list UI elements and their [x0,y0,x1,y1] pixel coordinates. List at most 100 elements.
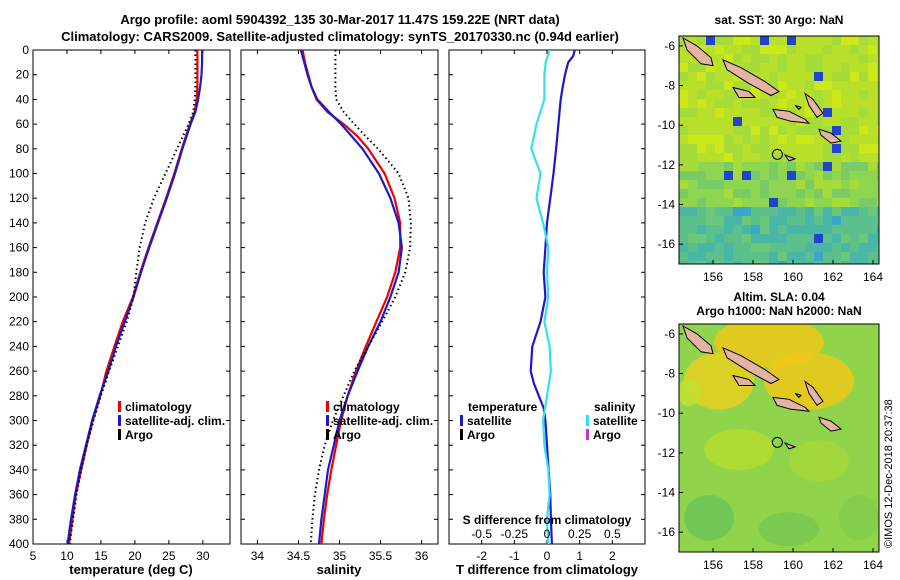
sst-cell [706,198,715,207]
sst-cell [814,225,823,234]
sst-cell [751,207,760,216]
sst-cell [733,207,742,216]
sst-cell [742,180,751,189]
sst-cell [751,63,760,72]
legend-swatch-climatology [118,401,121,412]
sst-cell [688,162,697,171]
sst-cell [733,171,742,180]
sst-cell [778,54,787,63]
sst-cell [697,225,706,234]
sst-cell [706,72,715,81]
island [772,396,811,412]
x-tick-label: 34.5 [287,549,311,563]
sst-cell [841,234,850,243]
sst-cell [697,63,706,72]
sst-cell [859,63,868,72]
sst-cell [715,117,724,126]
sst-cell [706,135,715,144]
sst-cell [733,261,742,264]
sst-cell [805,90,814,99]
sst-cell [715,135,724,144]
difference-legend: temperature satellite Argo salinity sate… [460,400,638,442]
sst-cell [742,189,751,198]
sst-cell [778,99,787,108]
sst-cell [841,90,850,99]
sst-cell [868,126,877,135]
sst-cell [850,153,859,162]
sst-cell [868,234,877,243]
sst-cell [850,135,859,144]
sst-cell [850,63,859,72]
map-x-tick-label: 162 [823,270,843,284]
map-y-tick-label: -14 [658,486,676,500]
sst-cell [832,45,841,54]
sst-cell [868,45,877,54]
sst-cell [760,207,769,216]
sst-cell [796,216,805,225]
sst-cell [832,99,841,108]
sst-cell [823,117,832,126]
sst-cell [733,117,742,126]
sst-cell [859,162,868,171]
sst-cell [706,99,715,108]
sst-cell [742,36,751,45]
island [731,374,757,386]
sst-cell [796,126,805,135]
x-tick-label: 20 [128,549,142,563]
sst-cell [841,117,850,126]
sst-cell [841,54,850,63]
sst-cell [814,234,823,243]
sst-cell [805,135,814,144]
sst-cell [778,45,787,54]
sst-cell [769,207,778,216]
sst-cell [724,189,733,198]
sst-cell [814,144,823,153]
sst-cell [859,198,868,207]
sst-cell [823,207,832,216]
island [818,416,843,432]
salinity-lines [299,50,412,544]
map-x-tick-label: 164 [863,558,883,572]
sst-cell [868,153,877,162]
sst-cell [850,207,859,216]
sst-cell [760,180,769,189]
sst-cell [751,54,760,63]
sst-cell [679,252,688,261]
sst-cell [805,216,814,225]
sst-cell [841,81,850,90]
sst-cell [877,36,879,45]
sst-cell [760,198,769,207]
sst-map-frame [678,35,880,265]
x-tick-label: -2 [476,549,487,563]
sst-cell [841,135,850,144]
sst-cell [778,162,787,171]
sla-map-title: Altim. SLA: 0.04 [733,290,825,304]
sst-cell [805,261,814,264]
sst-cell [877,171,879,180]
sst-cell [859,108,868,117]
sst-cell [841,45,850,54]
sst-cell [742,45,751,54]
sst-cell [724,171,733,180]
sst-cell [823,126,832,135]
legend-label: climatology [125,400,192,414]
sst-cell [859,36,868,45]
sst-cell [724,234,733,243]
sst-cell [706,108,715,117]
sst-cell [715,81,724,90]
sst-cell [859,252,868,261]
legend-label: satellite [467,414,512,428]
sst-cell [850,144,859,153]
sst-cell [832,54,841,63]
sst-cell [787,54,796,63]
x-tick-label: 35 [333,549,347,563]
sst-cell [877,126,879,135]
salinity-axes [240,49,439,545]
sst-cell [778,225,787,234]
sst-cell [778,252,787,261]
figure-subtitle: Climatology: CARS2009. Satellite-adjuste… [61,29,619,44]
sst-cell [688,198,697,207]
sst-cell [751,261,760,264]
sst-cell [688,72,697,81]
sst-cell [760,45,769,54]
